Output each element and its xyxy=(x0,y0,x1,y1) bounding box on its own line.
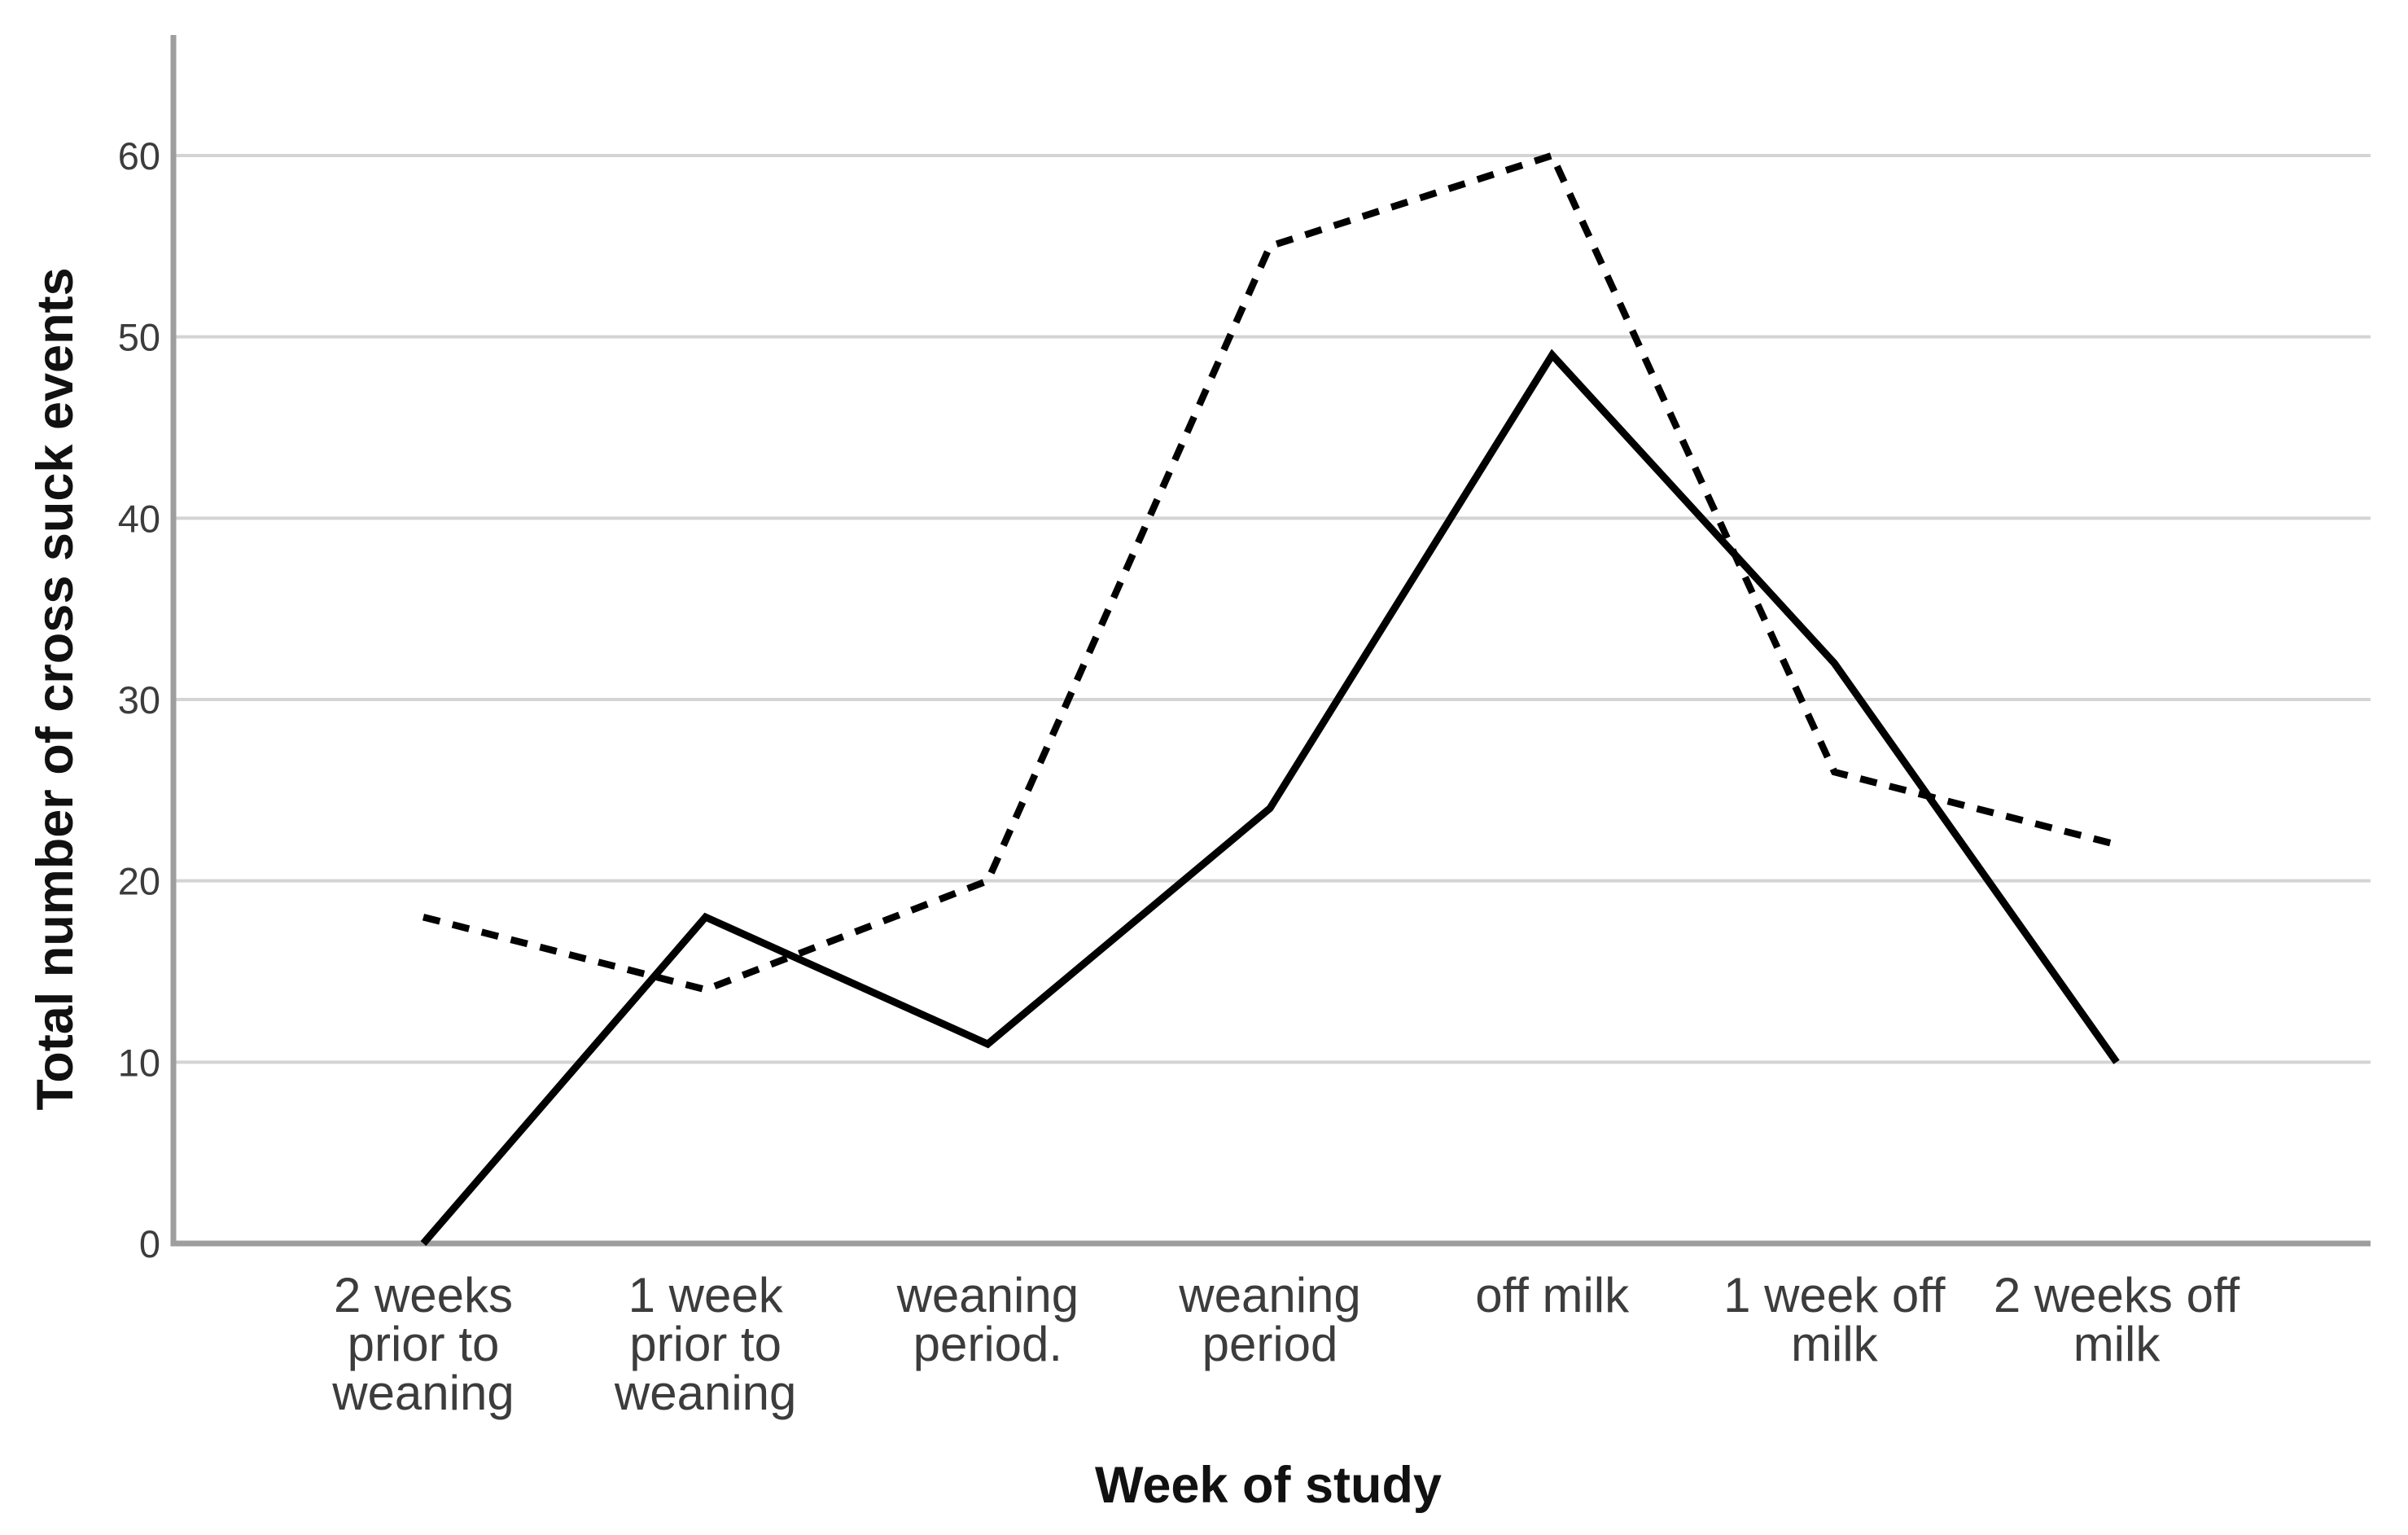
dashed-series-line xyxy=(422,151,2118,993)
gridlines-group xyxy=(176,154,2371,1064)
y-tick-labels-group: 0 10 20 30 40 50 60 xyxy=(118,134,160,1265)
y-tick-label-30: 30 xyxy=(118,678,160,721)
y-tick-label-40: 40 xyxy=(118,497,160,540)
y-tick-label-0: 0 xyxy=(139,1222,160,1265)
x-category-label-2: weaning period. xyxy=(896,1268,1079,1371)
x-category-label-1: 1 week prior to weaning xyxy=(614,1268,797,1420)
axes-group xyxy=(170,35,2371,1247)
y-tick-label-20: 20 xyxy=(118,860,160,903)
y-tick-label-60: 60 xyxy=(118,134,160,178)
y-tick-label-50: 50 xyxy=(118,316,160,359)
x-category-label-line: prior to xyxy=(348,1317,500,1371)
x-category-label-line: weaning xyxy=(331,1366,514,1420)
x-category-label-line: weaning xyxy=(896,1268,1079,1322)
data-series-group xyxy=(420,151,2120,1246)
y-axis-title: Total number of cross suck events xyxy=(27,267,84,1110)
x-category-label-4: off milk xyxy=(1475,1268,1630,1322)
x-category-label-line: weaning xyxy=(1178,1268,1361,1322)
x-category-label-line: 1 week off xyxy=(1723,1268,1946,1322)
x-category-label-line: milk xyxy=(2073,1317,2161,1371)
x-category-label-0: 2 weeks prior to weaning xyxy=(331,1268,514,1420)
x-category-label-line: milk xyxy=(1791,1317,1879,1371)
x-category-label-5: 1 week off milk xyxy=(1723,1268,1946,1371)
x-category-label-line: 1 week xyxy=(628,1268,784,1322)
x-axis-title: Week of study xyxy=(1095,1457,1442,1514)
x-category-label-line: prior to xyxy=(629,1317,782,1371)
x-category-label-line: 2 weeks xyxy=(334,1268,513,1322)
x-category-label-3: weaning period xyxy=(1178,1268,1361,1371)
x-category-label-line: period xyxy=(1202,1317,1338,1371)
x-category-label-line: 2 weeks off xyxy=(1994,1268,2240,1322)
x-category-label-line: period. xyxy=(913,1317,1062,1371)
x-category-label-line: off milk xyxy=(1475,1268,1630,1322)
x-category-label-line: weaning xyxy=(614,1366,797,1420)
solid-series-line xyxy=(420,349,2120,1246)
x-category-label-6: 2 weeks off milk xyxy=(1994,1268,2240,1371)
y-tick-label-10: 10 xyxy=(118,1041,160,1084)
